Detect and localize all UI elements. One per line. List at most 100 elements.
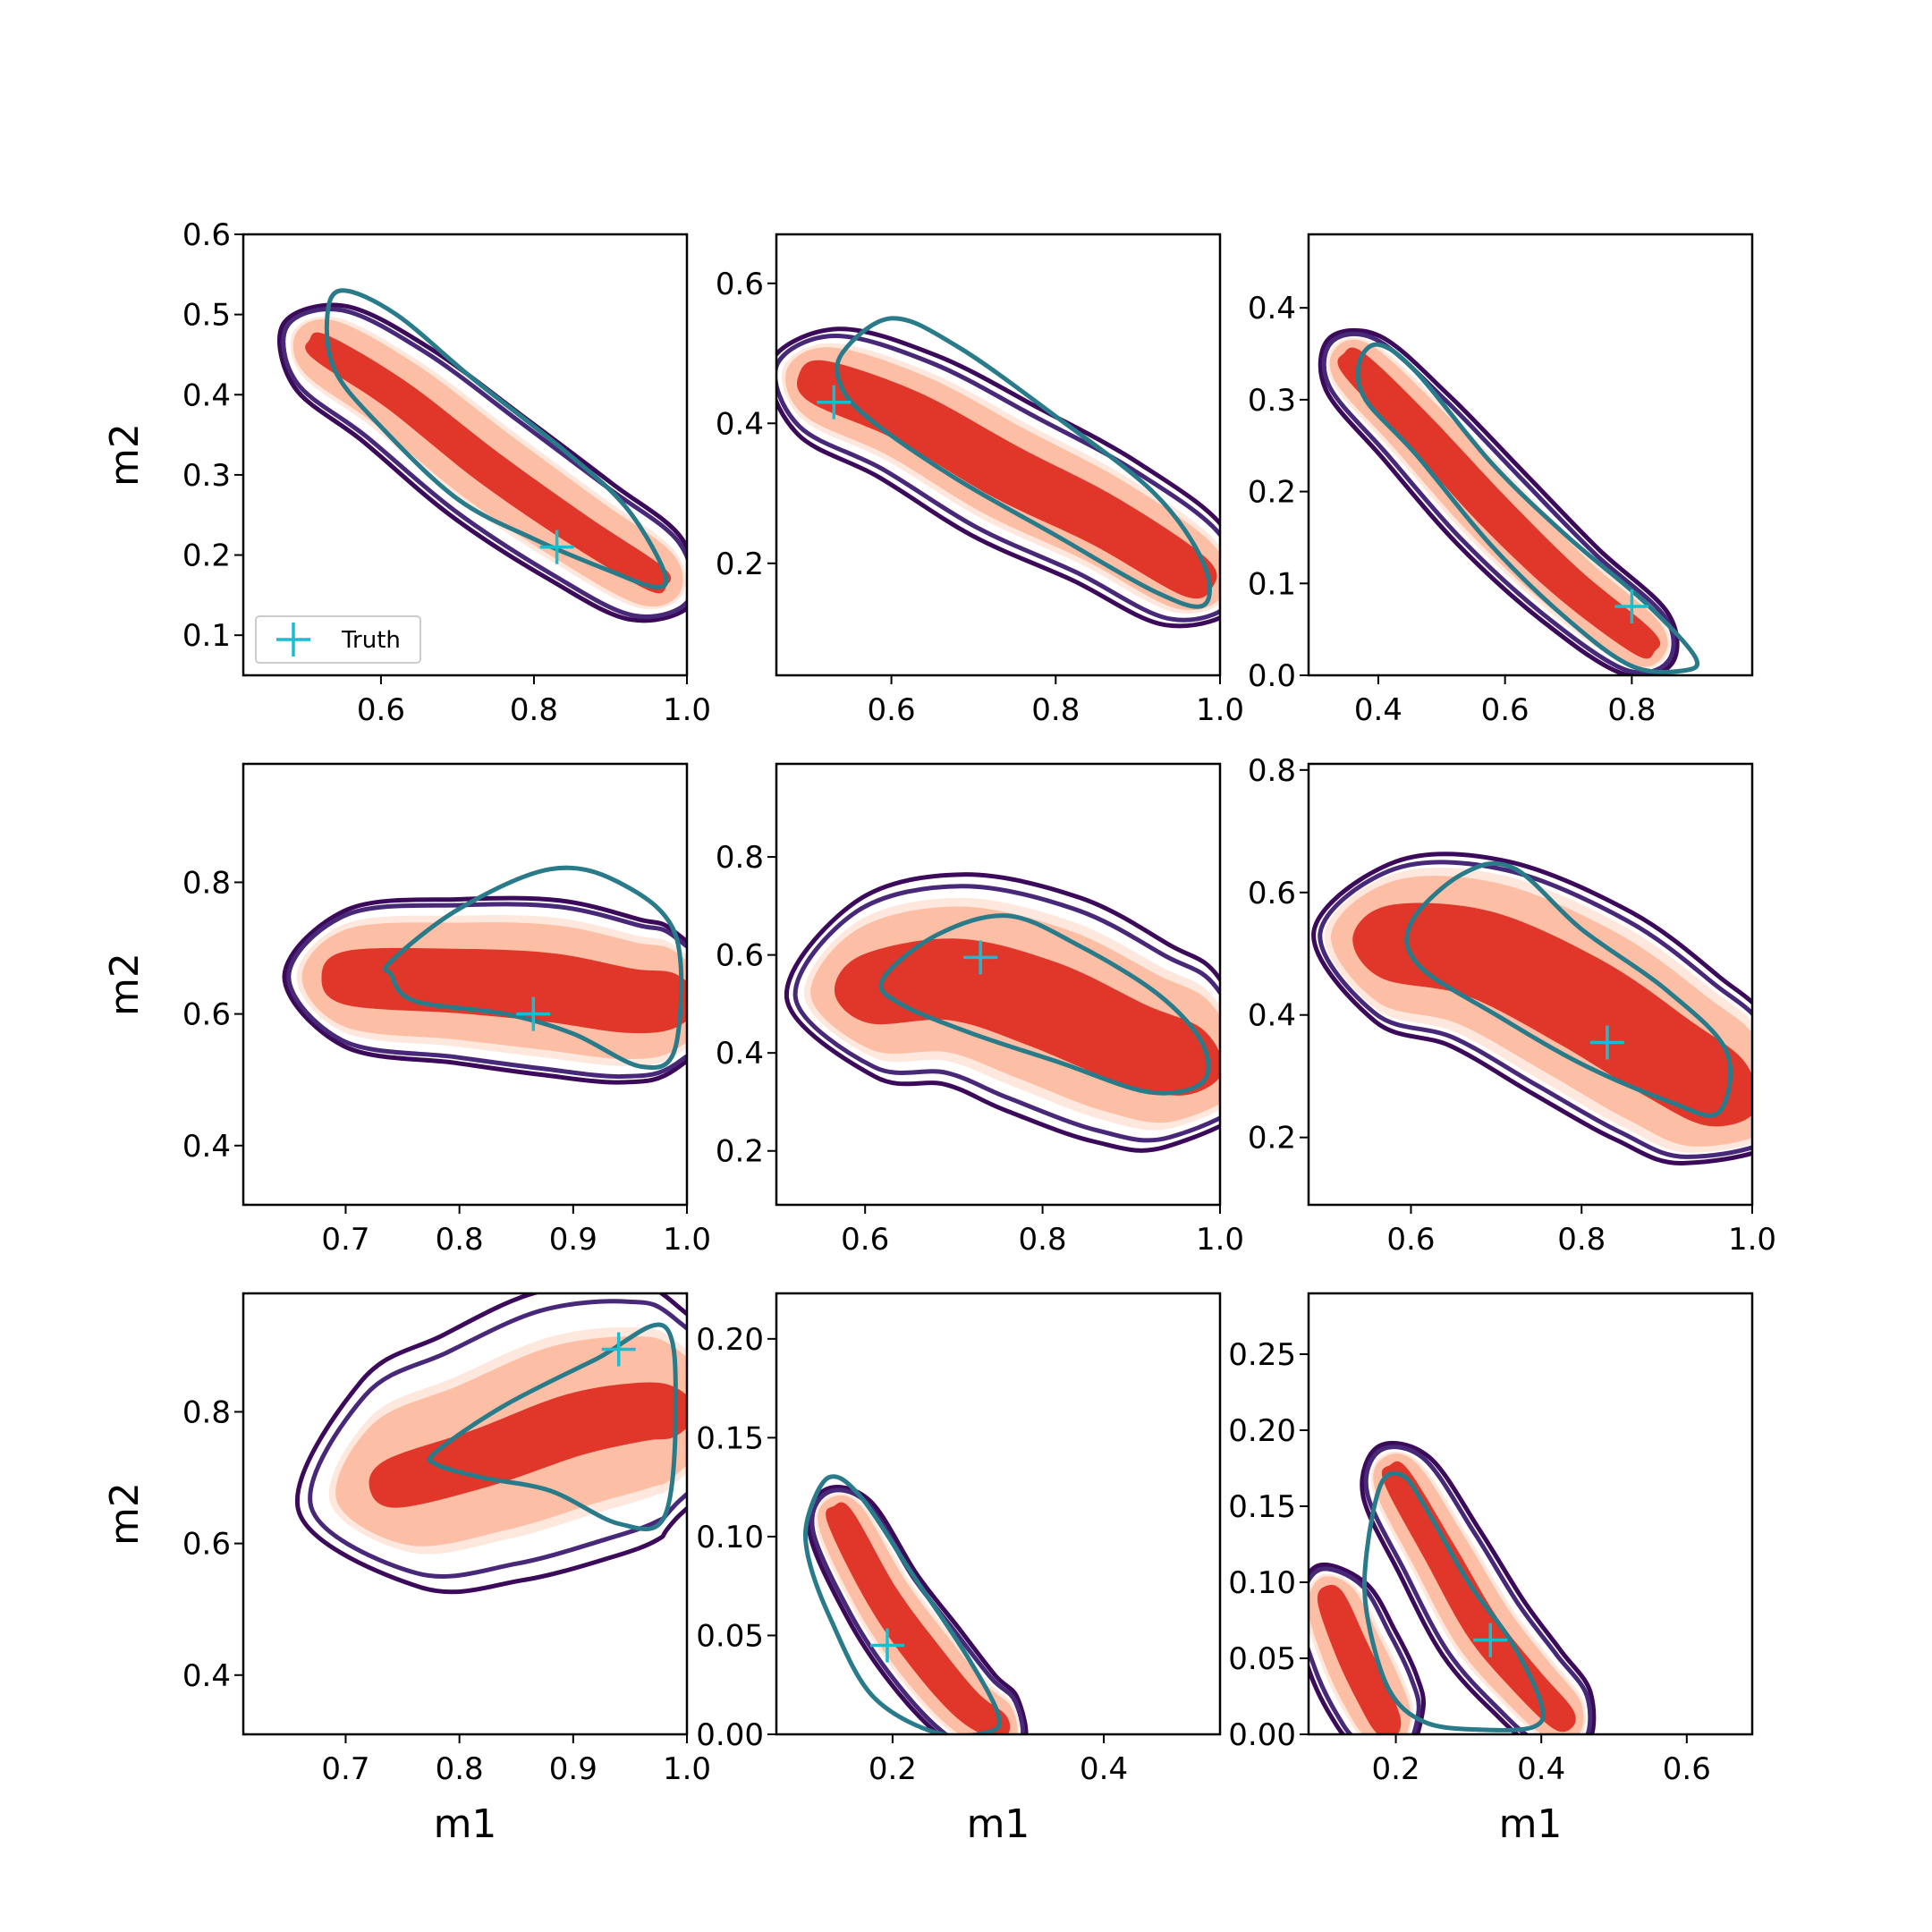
y-tick-label: 0.10 — [696, 1520, 764, 1555]
x-axis-label: m1 — [967, 1801, 1030, 1847]
x-tick-label: 0.9 — [549, 1222, 597, 1258]
legend-box — [255, 615, 421, 664]
panel-6-plot-area — [294, 1293, 687, 1595]
truth-marker — [817, 385, 852, 419]
contour-mid — [1321, 331, 1676, 675]
truth-marker — [601, 1332, 636, 1367]
panel-0-plot-area — [277, 288, 687, 623]
kde-fill-68 — [1352, 902, 1752, 1127]
y-tick-label: 0.1 — [1248, 566, 1296, 602]
panel-1-plot-area — [776, 316, 1220, 629]
panel-2: 0.4 0.6 0.8 0.0 0.1 0.2 0.3 0.4 — [1248, 233, 1754, 728]
x-tick-label: 0.4 — [1517, 1751, 1565, 1787]
y-tick-label: 0.2 — [716, 547, 764, 582]
x-tick-label: 0.7 — [321, 1751, 369, 1787]
y-tick-label: 0.2 — [1248, 475, 1296, 511]
contour-outer — [277, 302, 687, 623]
x-tick-label: 1.0 — [663, 1222, 711, 1258]
legend-truth-marker — [276, 623, 310, 657]
y-tick-label: 0.4 — [1248, 998, 1296, 1034]
y-tick-label: 0.5 — [182, 298, 231, 334]
y-tick-label: 0.15 — [1228, 1489, 1296, 1525]
contour-mid — [776, 333, 1220, 623]
contour-mid-lobe — [1309, 1566, 1421, 1734]
y-tick-label: 0.05 — [1228, 1641, 1296, 1677]
y-tick-label: 0.25 — [1228, 1337, 1296, 1373]
kde-fill-68 — [796, 360, 1217, 599]
truth-marker — [1614, 589, 1649, 623]
y-tick-label: 0.6 — [1248, 876, 1296, 911]
panel-4-plot-area — [784, 872, 1220, 1153]
contour-mid — [308, 1299, 687, 1580]
x-tick-label: 1.0 — [1196, 1222, 1244, 1258]
panel-4-frame — [775, 762, 1222, 1207]
legend-label: Truth — [341, 627, 401, 654]
kde-fill-68 — [321, 947, 687, 1034]
contour-outer — [784, 872, 1220, 1153]
panel-8-plot-area — [1309, 1440, 1597, 1734]
x-tick-label: 0.8 — [436, 1222, 484, 1258]
contour-outer — [1311, 852, 1752, 1165]
contour-outer — [806, 1485, 1029, 1734]
y-tick-label: 0.4 — [716, 406, 764, 442]
panel-3-plot-area — [282, 865, 687, 1085]
y-tick-label: 0.6 — [182, 217, 231, 253]
x-tick-label: 1.0 — [663, 1751, 711, 1787]
kde-fill-68 — [1337, 347, 1661, 659]
contour-teal — [1404, 860, 1733, 1118]
x-tick-label: 0.8 — [1607, 692, 1656, 728]
truth-marker — [1473, 1623, 1508, 1657]
contour-teal — [1355, 342, 1700, 674]
truth-marker — [516, 996, 551, 1031]
panel-8-frame — [1307, 1292, 1754, 1736]
x-tick-label: 0.6 — [1663, 1751, 1711, 1787]
truth-marker — [539, 530, 574, 564]
contour-teal — [835, 316, 1212, 609]
contour-outer — [776, 326, 1220, 629]
y-tick-label: 0.2 — [1248, 1121, 1296, 1157]
y-axis-label: m2 — [102, 423, 148, 487]
y-tick-label: 0.1 — [182, 618, 231, 654]
contour-outer — [294, 1293, 687, 1595]
x-tick-label: 0.6 — [868, 692, 916, 728]
x-tick-label: 0.7 — [321, 1222, 369, 1258]
y-tick-label: 0.6 — [182, 1527, 231, 1563]
contour-outer — [1360, 1440, 1597, 1734]
panel-5-frame — [1307, 762, 1754, 1207]
y-tick-label: 0.2 — [182, 538, 231, 574]
kde-fill-68 — [369, 1382, 687, 1508]
panel-6-frame — [242, 1292, 689, 1736]
kde-fill-68 — [835, 938, 1220, 1096]
contour-mid — [1318, 860, 1752, 1159]
kde-fill-68 — [305, 332, 672, 594]
contour-mid — [286, 902, 687, 1080]
contour-teal — [427, 1322, 678, 1531]
panel-5: 0.6 0.8 1.0 0.2 0.4 0.6 0.8 — [1248, 753, 1776, 1258]
contour-mid — [281, 307, 687, 619]
y-tick-label: 0.4 — [182, 1658, 231, 1694]
panel-8: 0.2 0.4 0.6 0.00 0.05 0.10 0.15 0.20 0.25 m1 — [1228, 1292, 1754, 1847]
panel-2-plot-area — [1318, 327, 1700, 675]
panel-5-plot-area — [1311, 852, 1752, 1165]
y-tick-label: 0.20 — [696, 1322, 764, 1358]
y-axis-label: m2 — [102, 1482, 148, 1546]
contour-teal — [324, 288, 669, 589]
panel-7: 0.2 0.4 0.00 0.05 0.10 0.15 0.20 m1 — [696, 1292, 1222, 1847]
panel-7-frame — [775, 1292, 1222, 1736]
y-tick-label: 0.3 — [1248, 383, 1296, 419]
contour-mid — [792, 884, 1220, 1143]
y-tick-label: 0.00 — [696, 1717, 764, 1753]
y-tick-label: 0.3 — [182, 458, 231, 494]
x-axis-label: m1 — [1499, 1801, 1563, 1847]
y-tick-label: 0.0 — [1248, 658, 1296, 694]
x-tick-label: 0.2 — [869, 1751, 917, 1787]
contour-outer — [282, 895, 687, 1085]
y-tick-label: 0.8 — [716, 840, 764, 876]
y-tick-label: 0.15 — [696, 1420, 764, 1456]
contour-teal — [383, 865, 684, 1071]
contour-teal — [878, 913, 1211, 1096]
truth-marker — [963, 940, 998, 975]
x-tick-label: 0.8 — [1019, 1222, 1067, 1258]
y-axis-label: m2 — [102, 953, 148, 1016]
